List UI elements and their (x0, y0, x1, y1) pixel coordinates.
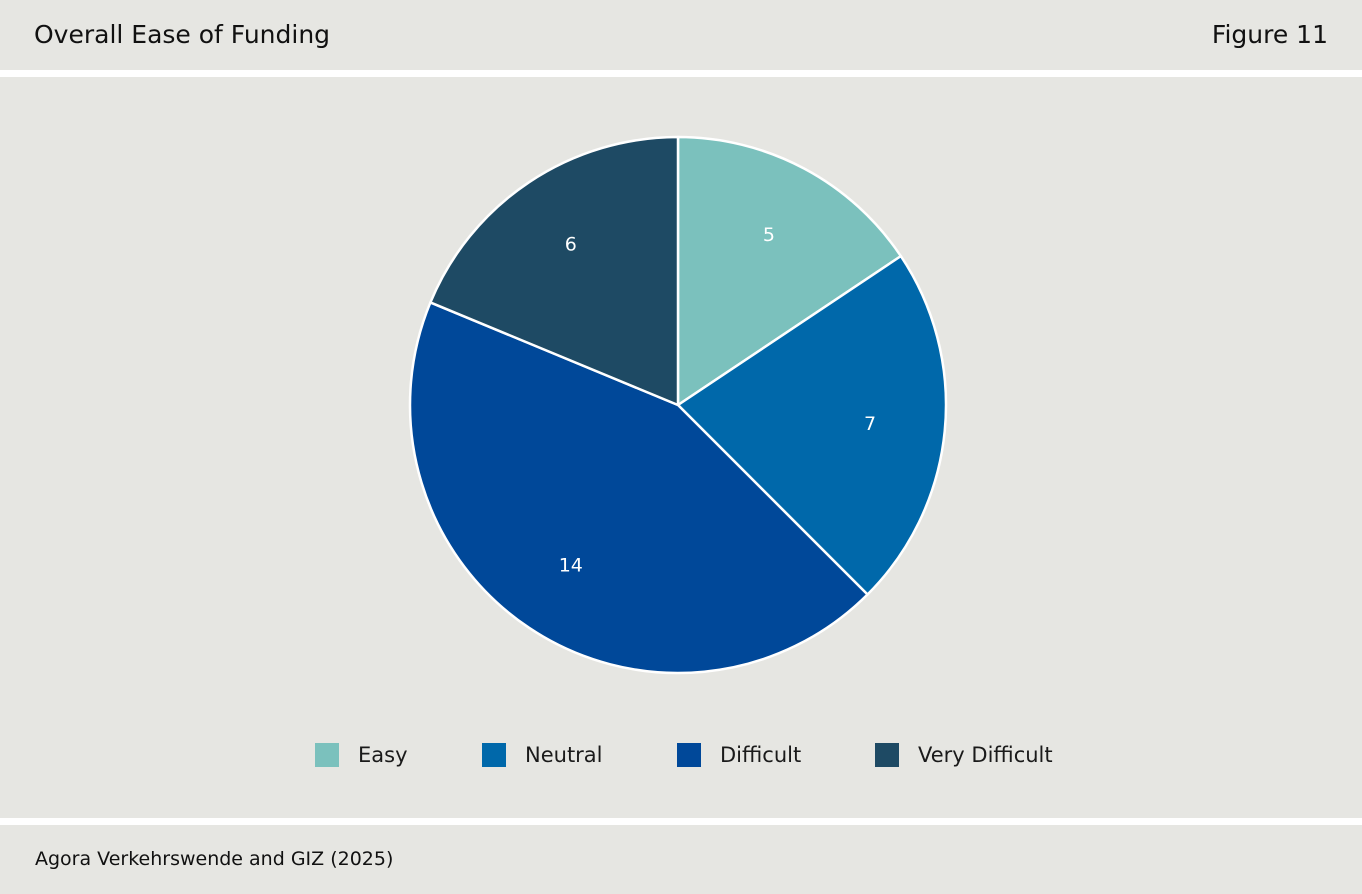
pie-value-label-easy: 5 (763, 224, 775, 246)
chart-legend: Easy Neutral Difficult Very Difficult (0, 740, 1362, 770)
legend-swatch (315, 743, 339, 767)
chart-panel: 5 7 14 6 Easy Neutral Difficult Very Difficult (0, 77, 1362, 818)
pie-value-label-difficult: 14 (559, 554, 583, 576)
pie-slice-neutral (676, 254, 948, 596)
legend-label: Difficult (720, 743, 802, 767)
legend-swatch (482, 743, 506, 767)
pie-slice-easy (676, 135, 903, 407)
source-citation: Agora Verkehrswende and GIZ (2025) (35, 848, 394, 870)
pie-slice-difficult (408, 301, 869, 675)
pie-value-label-neutral: 7 (864, 413, 876, 435)
figure-header: Overall Ease of Funding Figure 11 (0, 0, 1362, 70)
legend-item-difficult: Difficult (677, 740, 801, 770)
pie-value-label-very-difficult: 6 (565, 234, 577, 256)
pie-slice-very-difficult (429, 135, 680, 407)
pie-chart: 5 7 14 6 (408, 135, 948, 675)
legend-swatch (677, 743, 701, 767)
figure-number: Figure 11 (1211, 20, 1328, 49)
legend-item-very-difficult: Very Difficult (875, 740, 1053, 770)
figure-footer: Agora Verkehrswende and GIZ (2025) (0, 825, 1362, 894)
figure-title: Overall Ease of Funding (34, 20, 331, 49)
legend-label: Neutral (525, 743, 603, 767)
legend-item-neutral: Neutral (482, 740, 603, 770)
legend-label: Very Difficult (918, 743, 1053, 767)
legend-item-easy: Easy (315, 740, 408, 770)
legend-label: Easy (358, 743, 408, 767)
legend-swatch (875, 743, 899, 767)
